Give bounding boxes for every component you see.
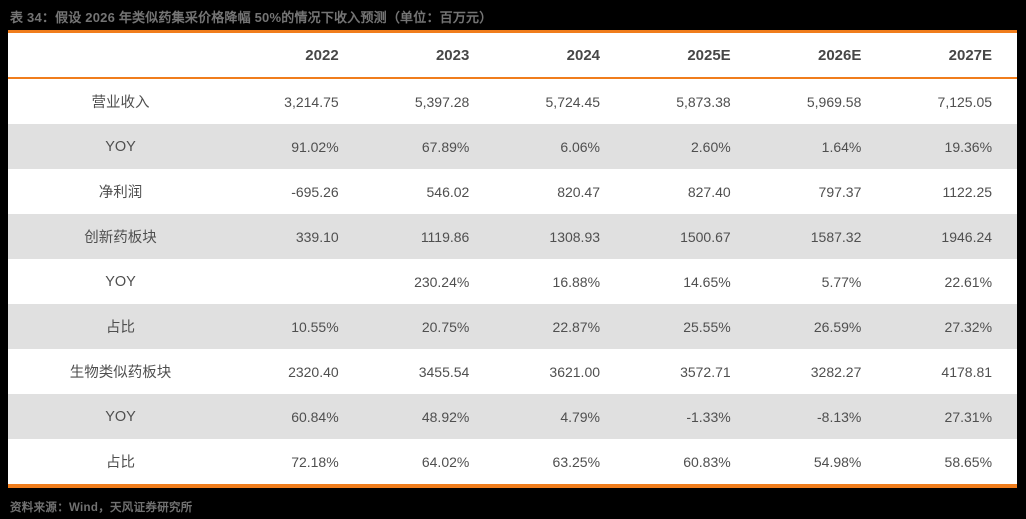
data-cell: 19.36% (944, 138, 993, 155)
column-header: 2025E (687, 46, 731, 64)
table-row: 营业收入 3,214.75 5,397.28 5,724.45 5,873.38 5,96… (8, 79, 1017, 124)
data-cell: 67.89% (421, 138, 470, 155)
table-row: 创新药板块 339.10 1119.86 1308.93 1500.67 1587.32 1… (8, 214, 1017, 259)
data-cell: -1.33% (686, 408, 731, 425)
data-cell: 20.75% (421, 318, 470, 335)
table-row: 净利润 -695.26 546.02 820.47 827.40 797.37 1122.2… (8, 169, 1017, 214)
table-row: 占比 10.55% 20.75% 22.87% 25.55% 26.59% 27.32% (8, 304, 1017, 349)
column-header: 2023 (435, 46, 470, 64)
data-cell: 1119.86 (420, 228, 470, 245)
data-cell: 339.10 (295, 228, 339, 245)
data-cell: 2320.40 (288, 363, 339, 380)
data-cell: 91.02% (291, 138, 339, 155)
data-cell: 2.60% (690, 138, 731, 155)
data-cell: 5,397.28 (414, 93, 470, 110)
data-cell: 5,969.58 (806, 93, 862, 110)
row-label: 占比 (106, 455, 135, 471)
row-label: 占比 (106, 320, 135, 336)
data-cell: 60.83% (683, 453, 731, 470)
data-cell: 3572.71 (680, 363, 731, 380)
table-row: 占比 72.18% 64.02% 63.25% 60.83% 54.98% 58.65% (8, 439, 1017, 484)
data-cell: 5.77% (821, 273, 862, 290)
data-cell: 1946.24 (941, 228, 993, 245)
data-cell: 6.06% (560, 138, 601, 155)
data-cell: 827.40 (687, 183, 731, 200)
column-header: 2024 (566, 46, 601, 64)
row-label: 创新药板块 (84, 230, 157, 246)
data-cell: 230.24% (414, 273, 470, 290)
data-cell: 14.65% (683, 273, 731, 290)
data-cell: 4178.81 (941, 363, 993, 380)
data-cell: 25.55% (683, 318, 731, 335)
data-cell: 72.18% (291, 453, 339, 470)
data-cell: 26.59% (813, 318, 862, 335)
table-row: YOY 91.02% 67.89% 6.06% 2.60% 1.64% 19.36% (8, 124, 1017, 169)
data-cell: -695.26 (291, 183, 339, 200)
data-cell: 3455.54 (418, 363, 470, 380)
data-cell: 820.47 (557, 183, 601, 200)
data-cell: 1500.67 (680, 228, 731, 245)
data-cell: 27.32% (944, 318, 993, 335)
column-header: 2027E (948, 46, 993, 64)
table-row: 生物类似药板块 2320.40 3455.54 3621.00 3572.71 3282.… (8, 349, 1017, 394)
data-cell: 58.65% (944, 453, 993, 470)
data-cell: 10.55% (291, 318, 339, 335)
revenue-forecast-table: 2022 2023 2024 2025E 2026E 2027E 营业收入 3,214.75… (8, 30, 1017, 488)
data-cell: 5,873.38 (676, 93, 731, 110)
row-label: YOY (105, 273, 136, 290)
table-body: 营业收入 3,214.75 5,397.28 5,724.45 5,873.38 5,96… (8, 79, 1017, 484)
row-label: 净利润 (98, 185, 143, 201)
table-row: YOY 60.84% 48.92% 4.79% -1.33% -8.13% 27.31% (8, 394, 1017, 439)
data-cell: 546.02 (426, 183, 470, 200)
row-label: YOY (105, 138, 136, 155)
data-cell: 3,214.75 (284, 93, 339, 110)
source-note: 资料来源：Wind，天风证券研究所 (10, 502, 193, 514)
header-row: 2022 2023 2024 2025E 2026E 2027E (8, 33, 1017, 79)
data-cell: 1308.93 (549, 228, 601, 245)
data-cell: 797.37 (818, 183, 862, 200)
data-cell: 5,724.45 (545, 93, 601, 110)
row-label: YOY (105, 408, 136, 425)
data-cell: 48.92% (421, 408, 470, 425)
data-cell: 22.61% (944, 273, 993, 290)
data-cell: 54.98% (813, 453, 862, 470)
table-row: YOY 230.24% 16.88% 14.65% 5.77% 22.61% (8, 259, 1017, 304)
column-header: 2022 (305, 46, 339, 64)
row-label: 生物类似药板块 (69, 365, 172, 381)
data-cell: 60.84% (291, 408, 339, 425)
data-cell: 4.79% (560, 408, 601, 425)
data-cell: 7,125.05 (937, 93, 993, 110)
data-cell: 1587.32 (810, 228, 862, 245)
data-cell: -8.13% (817, 408, 862, 425)
column-header: 2026E (817, 46, 862, 64)
data-cell: 64.02% (421, 453, 470, 470)
data-cell: 1122.25 (942, 183, 993, 200)
data-cell: 3621.00 (549, 363, 601, 380)
data-cell: 27.31% (944, 408, 993, 425)
data-cell: 3282.27 (810, 363, 862, 380)
table-title: 表 34：假设 2026 年类似药集采价格降幅 50%的情况下收入预测（单位：百… (10, 10, 493, 25)
data-cell: 1.64% (821, 138, 862, 155)
data-cell: 22.87% (552, 318, 601, 335)
data-cell: 63.25% (552, 453, 601, 470)
row-label: 营业收入 (91, 95, 150, 111)
data-cell: 16.88% (552, 273, 601, 290)
